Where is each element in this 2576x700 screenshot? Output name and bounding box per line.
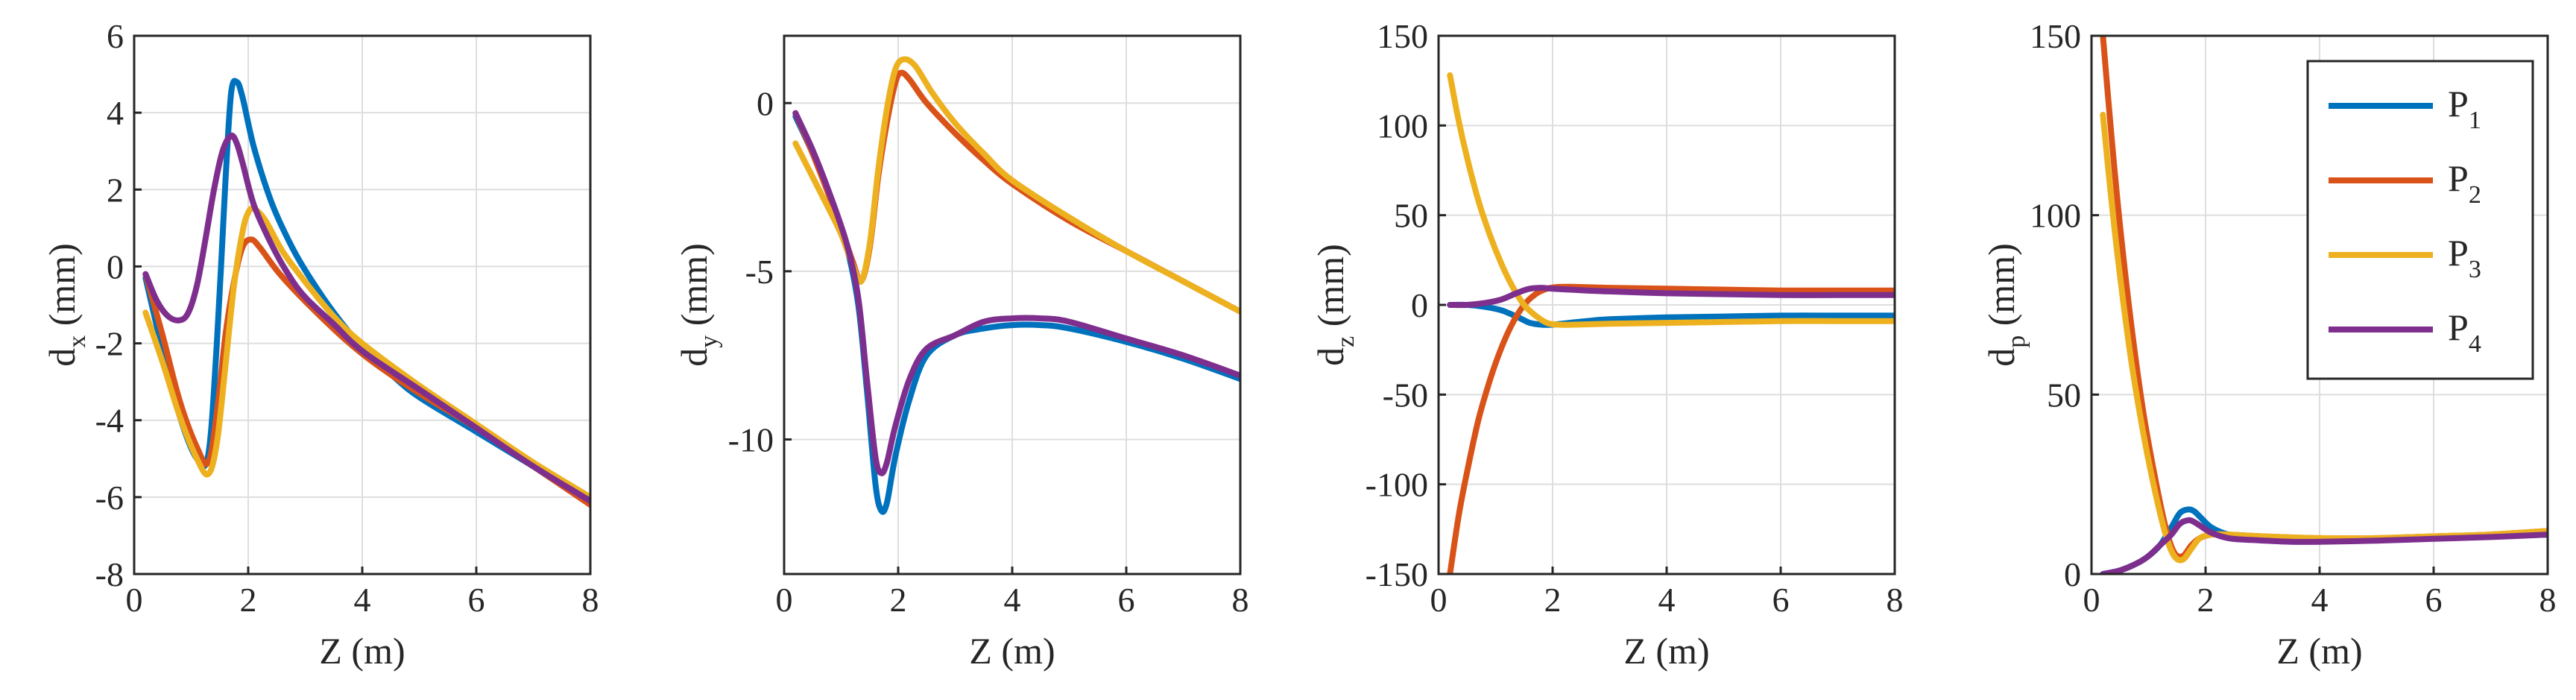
legend-label-subscript: 3 xyxy=(2469,256,2481,283)
x-tick-label: 2 xyxy=(240,581,257,619)
y-axis-label: dz (mm) xyxy=(1310,244,1360,366)
legend-box xyxy=(2306,60,2534,380)
x-tick-label: 0 xyxy=(776,581,793,619)
y-label-main: d xyxy=(673,348,715,367)
x-tick-label: 6 xyxy=(468,581,485,619)
y-label-subscript: z xyxy=(1332,336,1360,347)
x-tick-label: 0 xyxy=(2083,581,2100,619)
y-tick-label: -10 xyxy=(728,421,774,459)
x-tick-label: 4 xyxy=(1658,581,1676,619)
x-tick-label: 2 xyxy=(1544,581,1562,619)
legend-label-main: P xyxy=(2448,306,2469,348)
series-line-p3 xyxy=(792,56,1240,315)
y-label-main: d xyxy=(41,348,83,367)
y-label-unit: (mm) xyxy=(1310,244,1351,336)
y-axis-label: dp (mm) xyxy=(1980,243,2030,367)
y-tick-label: 4 xyxy=(107,94,124,132)
x-tick-label: 8 xyxy=(1887,581,1904,619)
x-tick-label: 2 xyxy=(2197,581,2214,619)
series-line-p3 xyxy=(1447,72,1895,328)
legend-label-subscript: 1 xyxy=(2469,107,2481,134)
y-tick-label: 0 xyxy=(1411,286,1428,324)
legend-label-3: P3 xyxy=(2448,232,2481,283)
y-label-subscript: x xyxy=(63,335,91,348)
series-line-p4 xyxy=(792,110,1240,476)
y-tick-label: 50 xyxy=(2047,376,2081,414)
y-label-unit: (mm) xyxy=(673,243,715,335)
y-tick-label: -150 xyxy=(1366,555,1428,593)
series-line-p2 xyxy=(142,236,590,508)
x-tick-label: 0 xyxy=(126,581,143,619)
legend-label-4: P4 xyxy=(2448,306,2481,358)
x-axis-label: Z (m) xyxy=(1623,630,1709,672)
panel-dz: 0 2 4 6 8 -150 -100 -50 0 50 100 150 Z (m) dz (mm) xyxy=(1310,17,1904,672)
x-tick-label: 8 xyxy=(2539,581,2557,619)
x-tick-label: 2 xyxy=(890,581,907,619)
x-tick-label: 4 xyxy=(354,581,371,619)
x-tick-label: 6 xyxy=(1772,581,1790,619)
series-line-p4 xyxy=(2100,517,2548,574)
series-group xyxy=(142,78,590,508)
series-group xyxy=(2100,36,2548,574)
x-tick-label: 0 xyxy=(1430,581,1448,619)
y-label-subscript: y xyxy=(695,335,723,348)
y-label-unit: (mm) xyxy=(41,243,83,335)
x-axis-label: Z (m) xyxy=(2276,630,2362,672)
legend-label-subscript: 2 xyxy=(2469,181,2481,209)
y-tick-label: 0 xyxy=(757,84,774,122)
x-tick-label: 4 xyxy=(2311,581,2329,619)
series-line-p3 xyxy=(142,205,590,500)
legend-label-main: P xyxy=(2448,157,2469,199)
y-tick-label: 0 xyxy=(107,247,124,286)
series-group xyxy=(1447,72,1895,574)
y-tick-label: -6 xyxy=(95,479,124,517)
y-tick-label: 0 xyxy=(2064,555,2081,593)
series-group xyxy=(792,56,1240,515)
x-tick-label: 8 xyxy=(1232,581,1249,619)
y-tick-label: 100 xyxy=(1377,107,1428,145)
y-label-subscript: p xyxy=(2003,335,2030,348)
y-label-main: d xyxy=(1310,347,1351,366)
series-line-p4 xyxy=(142,132,590,504)
y-tick-label: 2 xyxy=(107,171,124,209)
x-tick-label: 8 xyxy=(582,581,599,619)
x-axis-label: Z (m) xyxy=(969,630,1055,672)
y-label-main: d xyxy=(1980,348,2022,367)
x-tick-label: 6 xyxy=(1118,581,1135,619)
legend-label-2: P2 xyxy=(2448,157,2481,209)
series-line-p4 xyxy=(1447,285,1895,309)
legend-label-main: P xyxy=(2448,83,2469,124)
y-tick-label: -2 xyxy=(95,325,124,363)
legend-label-main: P xyxy=(2448,232,2469,274)
y-label-unit: (mm) xyxy=(1980,243,2022,335)
x-axis-label: Z (m) xyxy=(319,630,405,672)
y-axis-label: dx (mm) xyxy=(41,243,91,367)
y-tick-label: 50 xyxy=(1394,197,1428,235)
y-tick-label: 100 xyxy=(2030,197,2081,235)
series-line-p2 xyxy=(1447,283,1895,574)
panel-dy: 0 2 4 6 8 0 -5 -10 Z (m) dy (mm) xyxy=(673,34,1249,672)
y-tick-label: 6 xyxy=(107,17,124,55)
y-tick-label: 150 xyxy=(1377,17,1428,55)
y-tick-label: -100 xyxy=(1366,466,1428,504)
y-tick-label: -8 xyxy=(95,555,124,593)
y-tick-label: 150 xyxy=(2030,17,2081,55)
y-axis-label: dy (mm) xyxy=(673,243,723,367)
y-tick-label: -50 xyxy=(1383,376,1428,414)
y-tick-label: -4 xyxy=(95,402,124,440)
x-tick-label: 6 xyxy=(2425,581,2443,619)
x-tick-label: 4 xyxy=(1004,581,1021,619)
legend-label-1: P1 xyxy=(2448,83,2481,134)
y-tick-label: -5 xyxy=(745,253,774,291)
panel-dx: 0 2 4 6 8 -8 -6 -4 -2 0 2 4 6 Z (m) dx (mm) xyxy=(41,17,599,672)
legend-label-subscript: 4 xyxy=(2469,330,2481,358)
